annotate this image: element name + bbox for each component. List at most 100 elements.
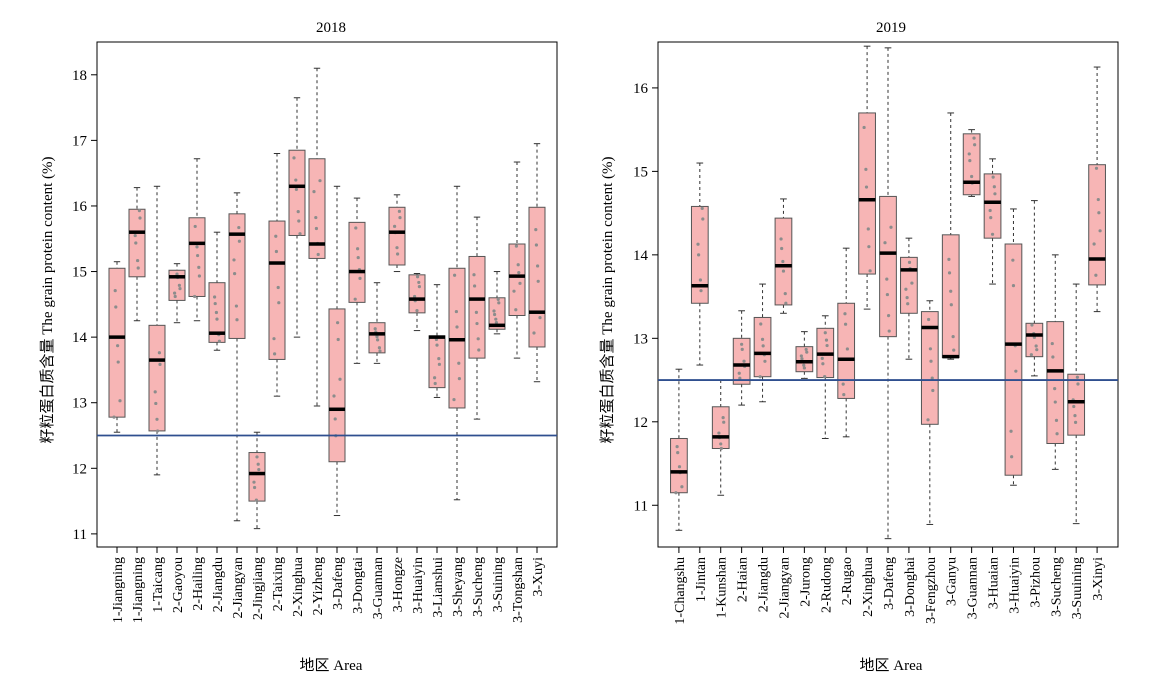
sample-point — [845, 347, 849, 351]
sample-point — [233, 272, 237, 276]
x-tick-label: 1-Jiangning — [131, 557, 146, 623]
iqr-box — [795, 346, 814, 373]
sample-point — [475, 321, 479, 326]
sample-point — [536, 279, 540, 283]
sample-point — [740, 347, 744, 351]
sample-point — [699, 289, 703, 293]
sample-point — [476, 337, 480, 341]
sample-point — [396, 252, 400, 256]
iqr-box — [468, 255, 486, 359]
y-tick-label: 14 — [72, 330, 88, 346]
sample-point — [353, 297, 357, 301]
y-tick-label: 16 — [72, 199, 88, 215]
sample-point — [680, 485, 684, 489]
sample-point — [532, 331, 536, 335]
sample-point — [1051, 355, 1055, 359]
sample-point — [823, 331, 827, 335]
sample-point — [155, 417, 159, 421]
box-3-Xinyi — [1088, 66, 1106, 313]
sample-point — [1073, 414, 1077, 418]
iqr-box — [488, 297, 506, 330]
iqr-box — [711, 406, 730, 450]
sample-point — [800, 357, 804, 361]
sample-point — [534, 243, 539, 247]
chart-title: 2019 — [876, 20, 906, 36]
sample-point — [824, 338, 829, 342]
sample-point — [173, 291, 177, 295]
x-tick-label: 2-Taixing — [271, 557, 286, 611]
y-tick-label: 12 — [633, 415, 648, 431]
sample-point — [193, 224, 197, 229]
iqr-box — [1088, 164, 1106, 286]
sample-point — [457, 377, 461, 381]
sample-point — [781, 269, 786, 273]
box-2-Yizheng — [308, 67, 326, 407]
sample-point — [1014, 369, 1018, 373]
sample-point — [759, 322, 763, 326]
x-tick-label: 3-Dafeng — [882, 557, 897, 610]
sample-point — [254, 498, 258, 502]
sample-point — [867, 245, 871, 249]
sample-point — [802, 363, 806, 367]
sample-point — [133, 233, 137, 238]
sample-point — [195, 245, 199, 249]
box-3-Guannan — [962, 129, 981, 197]
x-tick-label: 1-Jintan — [694, 557, 709, 602]
sample-point — [356, 255, 360, 260]
box-2-Jiangyan — [774, 198, 793, 314]
sample-point — [1035, 348, 1039, 352]
sample-point — [116, 360, 120, 364]
sample-point — [737, 371, 741, 375]
sample-point — [885, 292, 890, 297]
box-3-Dongtai — [348, 197, 366, 364]
x-tick-label: 3-Lianshui — [431, 557, 446, 618]
sample-point — [677, 465, 682, 469]
x-tick-label: 2-Jiangdu — [757, 557, 772, 612]
sample-point — [825, 343, 829, 348]
y-tick-label: 16 — [633, 81, 649, 97]
sample-point — [514, 308, 518, 312]
box-3-Guannan — [368, 282, 386, 364]
sample-point — [758, 375, 762, 379]
sample-point — [742, 359, 746, 363]
sample-point — [298, 232, 302, 236]
iqr-box — [308, 158, 326, 259]
sample-point — [967, 152, 971, 156]
iqr-box — [408, 274, 426, 314]
sample-point — [783, 292, 787, 296]
sample-point — [864, 167, 868, 171]
sample-point — [137, 208, 141, 213]
sample-point — [153, 390, 157, 394]
sample-point — [373, 327, 377, 331]
sample-point — [698, 278, 703, 282]
box-2-Haian — [732, 310, 751, 406]
sample-point — [1053, 387, 1057, 391]
box-3-Sheyang — [448, 185, 466, 501]
sample-point — [993, 192, 997, 196]
sample-point — [516, 263, 520, 267]
sample-point — [517, 270, 521, 275]
sample-point — [377, 346, 381, 350]
x-tick-label: 2-Jiangdu — [211, 557, 226, 612]
sample-point — [904, 287, 908, 291]
box-1-Kunshan — [711, 379, 730, 496]
sample-point — [843, 322, 848, 326]
iqr-box — [268, 220, 286, 360]
sample-point — [114, 305, 118, 309]
sample-point — [675, 445, 679, 449]
iqr-box — [858, 112, 876, 275]
box-1-Jiangning — [108, 261, 126, 433]
sample-point — [1050, 341, 1054, 346]
sample-point — [910, 281, 914, 285]
sample-point — [177, 283, 181, 287]
sample-point — [1097, 211, 1101, 215]
box-2-Gaoyou — [168, 263, 186, 324]
sample-point — [398, 216, 402, 220]
x-tick-label: 3-Fengzhou — [924, 557, 939, 624]
sample-point — [213, 301, 217, 306]
plot-frame — [96, 41, 558, 548]
sample-point — [928, 347, 933, 351]
x-tick-label: 1-Jiangning — [111, 557, 126, 623]
sample-point — [435, 343, 439, 347]
